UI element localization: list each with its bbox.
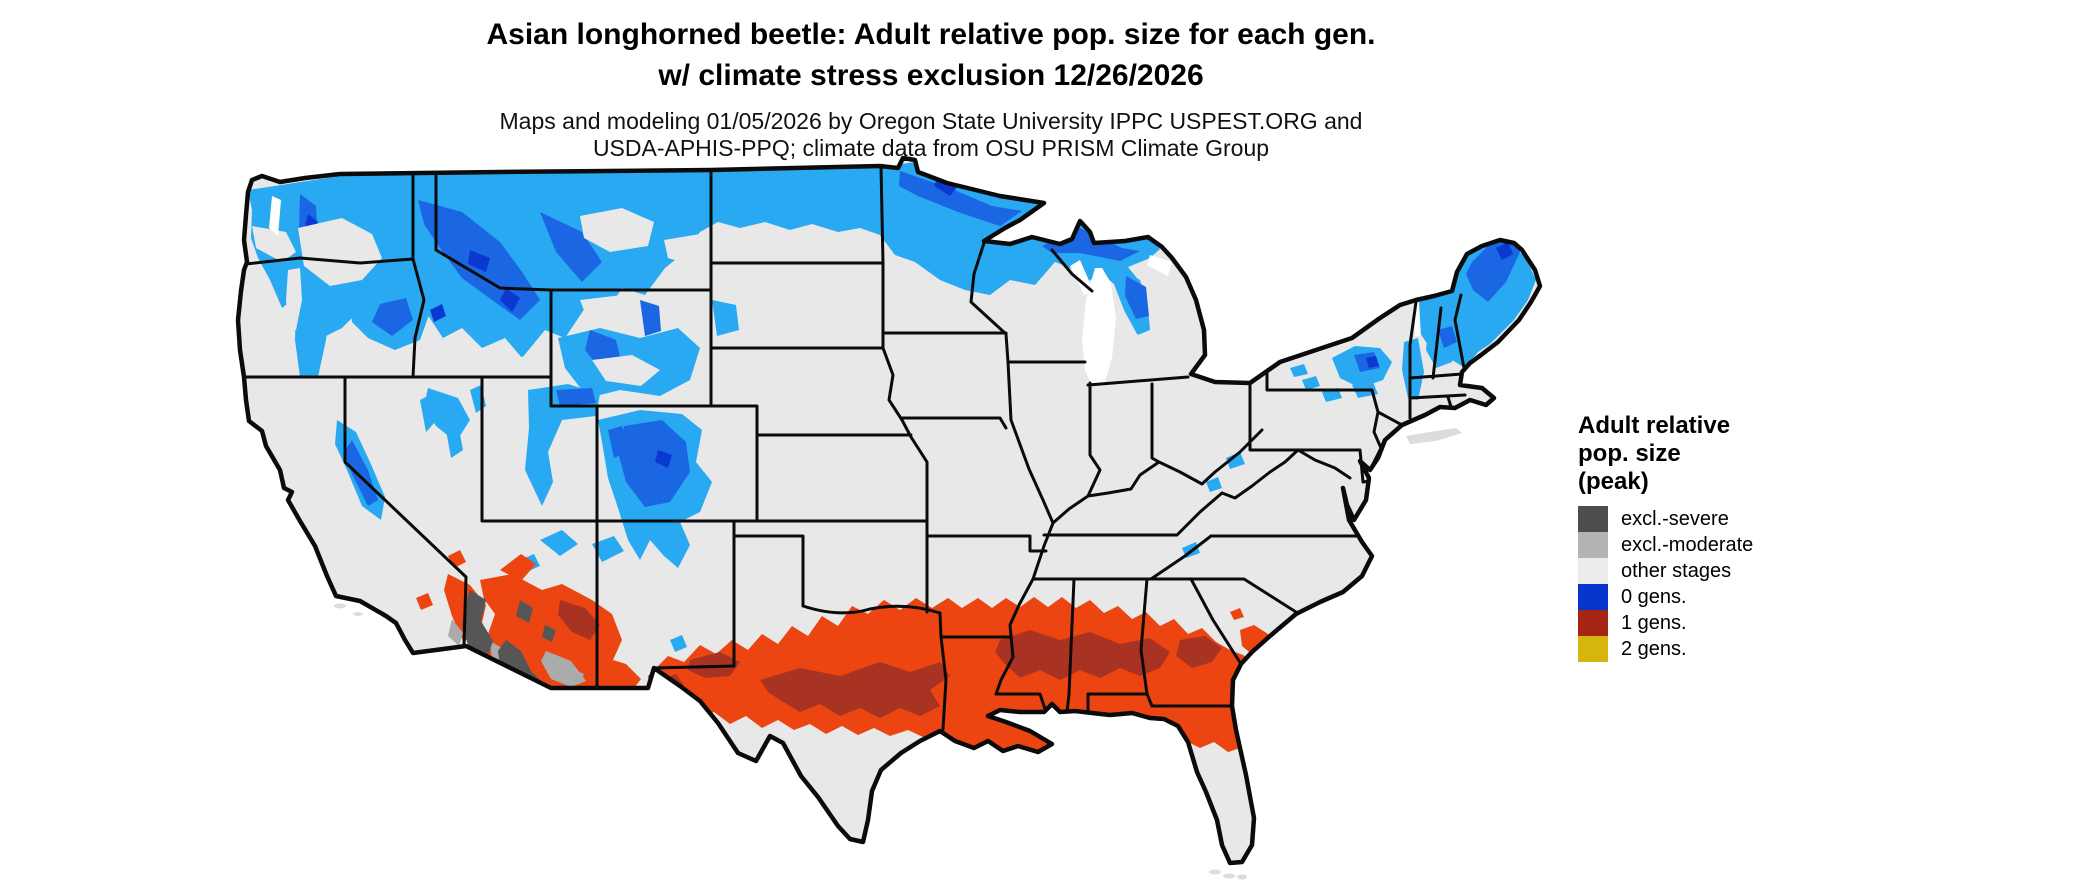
map-subtitle-line1: Maps and modeling 01/05/2026 by Oregon S… xyxy=(499,108,1363,134)
legend-label-excl-moderate: excl.-moderate xyxy=(1621,533,1754,556)
blob xyxy=(446,424,463,458)
blob xyxy=(416,593,433,610)
legend-row-other-stages: other stages xyxy=(1578,558,1878,584)
blob xyxy=(1302,376,1320,390)
blob xyxy=(540,530,578,556)
florida-keys-island xyxy=(1237,874,1247,880)
channel-island xyxy=(334,603,346,609)
one-gen-dark-red-layer xyxy=(558,600,1222,718)
legend: Adult relative pop. size (peak) excl.-se… xyxy=(1578,412,1878,662)
legend-row-excl-severe: excl.-severe xyxy=(1578,506,1878,532)
blob xyxy=(655,450,672,468)
legend-swatch-0-gens xyxy=(1578,584,1608,610)
legend-label-excl-severe: excl.-severe xyxy=(1621,507,1729,530)
blob xyxy=(1496,242,1513,260)
map-subtitle-line2: USDA-APHIS-PPQ; climate data from OSU PR… xyxy=(592,135,1270,161)
legend-swatch-excl-severe xyxy=(1578,506,1608,532)
legend-title: Adult relative pop. size (peak) xyxy=(1578,412,1878,496)
legend-row-2-gens: 2 gens. xyxy=(1578,636,1878,662)
legend-items: excl.-severe excl.-moderate other stages… xyxy=(1578,506,1878,662)
blob xyxy=(760,662,950,718)
legend-row-0-gens: 0 gens. xyxy=(1578,584,1878,610)
legend-label-2-gens: 2 gens. xyxy=(1621,637,1687,660)
blob xyxy=(372,298,413,336)
florida-keys-island xyxy=(1209,869,1221,875)
blob xyxy=(1366,356,1379,368)
blob xyxy=(1230,608,1244,620)
legend-swatch-2-gens xyxy=(1578,636,1608,662)
blob xyxy=(712,300,739,336)
legend-swatch-excl-moderate xyxy=(1578,532,1608,558)
blob xyxy=(1176,636,1222,668)
florida-keys-island xyxy=(1223,873,1235,879)
map-title-line1: Asian longhorned beetle: Adult relative … xyxy=(486,18,1376,51)
blob xyxy=(295,262,330,377)
blob xyxy=(1226,452,1245,469)
legend-label-other-stages: other stages xyxy=(1621,559,1732,582)
legend-label-1-gens: 1 gens. xyxy=(1621,611,1687,634)
blob xyxy=(430,304,446,322)
blob xyxy=(618,420,690,507)
blob xyxy=(252,226,296,262)
legend-title-line1: Adult relative xyxy=(1578,412,1731,439)
blob xyxy=(424,342,545,373)
blob xyxy=(640,300,661,336)
blob xyxy=(995,630,1170,680)
blob xyxy=(1206,477,1222,492)
blob xyxy=(286,268,302,330)
blob xyxy=(558,600,600,640)
blob xyxy=(540,212,602,282)
blob xyxy=(500,288,520,312)
blob xyxy=(344,440,378,506)
blob xyxy=(899,171,1022,226)
blob xyxy=(516,600,533,623)
blob xyxy=(248,162,1160,358)
blob xyxy=(500,554,536,581)
blob xyxy=(608,426,628,458)
lake-michigan xyxy=(1082,268,1116,386)
blob xyxy=(664,234,716,266)
blob xyxy=(462,590,493,661)
blob xyxy=(1290,364,1308,377)
state-border-lines xyxy=(242,164,1467,731)
legend-row-1-gens: 1 gens. xyxy=(1578,610,1878,636)
blob xyxy=(298,218,382,286)
blob xyxy=(448,619,463,646)
state-borders xyxy=(242,164,1467,731)
subtitle-block: Maps and modeling 01/05/2026 by Oregon S… xyxy=(231,108,1631,162)
blob xyxy=(670,635,687,652)
blob xyxy=(580,208,654,252)
map-title-line2: w/ climate stress exclusion 12/26/2026 xyxy=(658,59,1204,92)
legend-title-line2: pop. size xyxy=(1578,440,1681,467)
blob xyxy=(1438,326,1457,348)
legend-row-excl-moderate: excl.-moderate xyxy=(1578,532,1878,558)
channel-island xyxy=(353,612,363,616)
blob xyxy=(468,250,490,272)
blob xyxy=(556,388,596,406)
legend-label-0-gens: 0 gens. xyxy=(1621,585,1687,608)
blob xyxy=(568,668,584,684)
blob xyxy=(420,394,437,432)
legend-swatch-1-gens xyxy=(1578,610,1608,636)
blob xyxy=(580,295,640,331)
blob xyxy=(592,536,624,562)
blob xyxy=(1125,276,1149,319)
long-island xyxy=(1406,428,1462,444)
legend-title-line3: (peak) xyxy=(1578,468,1649,495)
puget-sound xyxy=(269,196,281,236)
title-block: Asian longhorned beetle: Adult relative … xyxy=(231,14,1631,162)
legend-swatch-other-stages xyxy=(1578,558,1608,584)
blob xyxy=(542,625,556,642)
blob xyxy=(525,384,600,506)
blob xyxy=(1402,338,1424,400)
lake-huron-strait xyxy=(1147,255,1172,276)
offshore-islands xyxy=(334,428,1462,880)
great-lakes-layer xyxy=(269,196,1421,386)
blob xyxy=(592,355,660,386)
